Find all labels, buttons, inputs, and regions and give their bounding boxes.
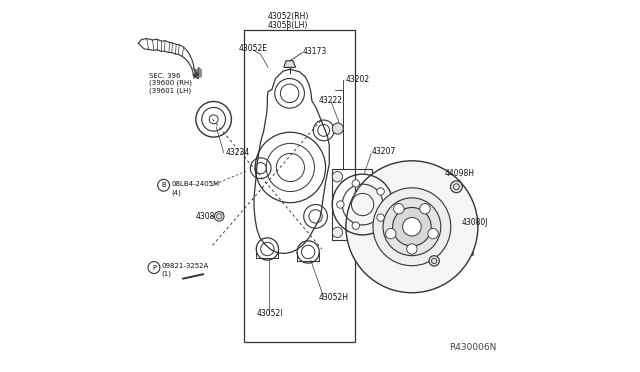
Text: SEC. 396: SEC. 396 — [148, 73, 180, 78]
Text: 43207: 43207 — [372, 147, 396, 156]
Text: 43052E: 43052E — [239, 44, 268, 53]
Text: 43202: 43202 — [346, 75, 370, 84]
Text: 43052I: 43052I — [257, 310, 284, 318]
Circle shape — [352, 180, 360, 187]
Circle shape — [451, 181, 462, 193]
Polygon shape — [284, 61, 296, 67]
Text: 08LB4-2405M: 08LB4-2405M — [172, 181, 220, 187]
Text: 43052(RH): 43052(RH) — [268, 12, 310, 21]
Text: (4): (4) — [172, 189, 182, 196]
Circle shape — [420, 203, 430, 214]
Text: P: P — [152, 264, 156, 270]
Circle shape — [407, 244, 417, 254]
Circle shape — [403, 218, 421, 236]
Text: 43084: 43084 — [417, 240, 440, 249]
Circle shape — [332, 171, 342, 182]
Circle shape — [352, 222, 360, 230]
Text: B: B — [161, 182, 166, 188]
Text: R430006N: R430006N — [449, 343, 497, 352]
Text: (39601 (LH): (39601 (LH) — [148, 87, 191, 94]
Circle shape — [373, 188, 451, 266]
Circle shape — [394, 203, 404, 214]
Text: 44098H: 44098H — [444, 169, 474, 177]
Bar — [244, 31, 355, 341]
Text: (1): (1) — [161, 271, 172, 278]
Text: 43234: 43234 — [225, 148, 250, 157]
Circle shape — [377, 188, 384, 195]
Circle shape — [428, 228, 438, 239]
Text: 43222: 43222 — [318, 96, 342, 105]
Text: 43080B: 43080B — [196, 212, 225, 221]
Text: 43173: 43173 — [303, 47, 327, 56]
Text: 43080J: 43080J — [461, 218, 488, 227]
Circle shape — [214, 212, 224, 221]
Circle shape — [346, 161, 478, 293]
Text: 43053(LH): 43053(LH) — [268, 22, 308, 31]
Circle shape — [385, 228, 396, 239]
Circle shape — [392, 208, 431, 246]
Text: (39600 (RH): (39600 (RH) — [148, 80, 192, 86]
Circle shape — [383, 198, 441, 256]
Circle shape — [332, 227, 342, 237]
Text: 43052H: 43052H — [319, 293, 349, 302]
Circle shape — [377, 214, 384, 221]
Text: 09821-3252A: 09821-3252A — [161, 263, 209, 269]
Circle shape — [332, 123, 343, 134]
Circle shape — [429, 256, 439, 266]
Circle shape — [337, 201, 344, 208]
